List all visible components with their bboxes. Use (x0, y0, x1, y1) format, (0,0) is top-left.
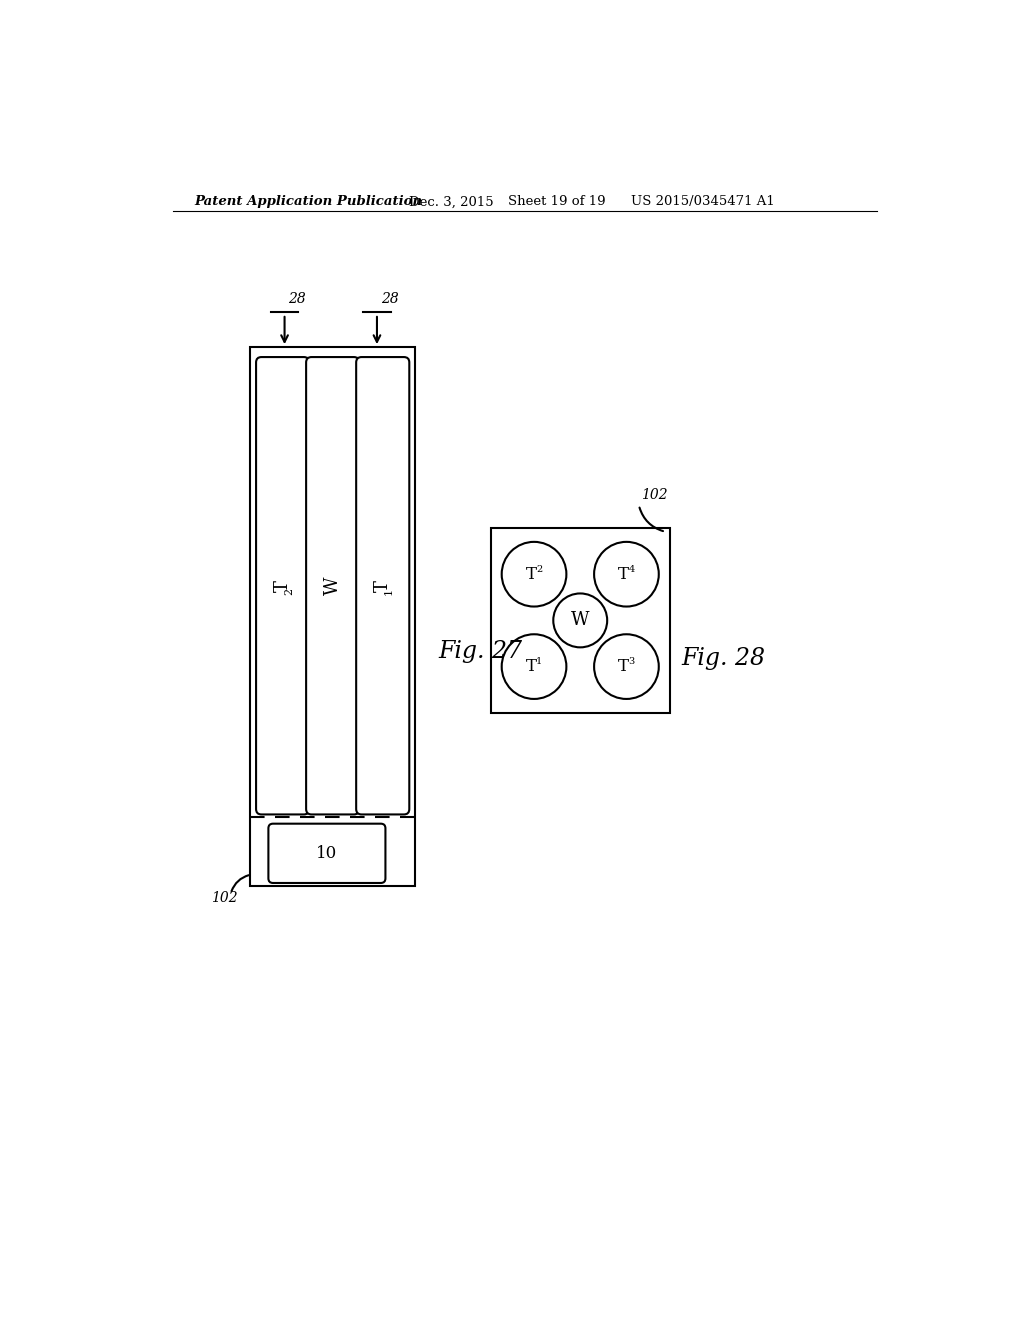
Text: US 2015/0345471 A1: US 2015/0345471 A1 (631, 195, 775, 209)
Text: 10: 10 (316, 845, 338, 862)
Text: 28: 28 (381, 292, 398, 305)
Text: 102: 102 (641, 488, 668, 502)
Text: 1: 1 (384, 589, 394, 595)
FancyBboxPatch shape (356, 358, 410, 814)
Text: T: T (525, 566, 537, 582)
Circle shape (553, 594, 607, 647)
Text: Patent Application Publication: Patent Application Publication (195, 195, 423, 209)
Circle shape (502, 635, 566, 700)
Text: 102: 102 (211, 891, 238, 904)
Text: 2: 2 (537, 565, 543, 574)
Polygon shape (250, 347, 416, 886)
Text: Dec. 3, 2015: Dec. 3, 2015 (410, 195, 494, 209)
Polygon shape (490, 528, 670, 713)
Text: W: W (324, 577, 342, 595)
Text: T: T (525, 659, 537, 675)
Text: 4: 4 (629, 565, 635, 574)
Text: T: T (617, 566, 629, 582)
Text: Fig. 28: Fig. 28 (681, 647, 765, 671)
Text: T: T (617, 659, 629, 675)
Text: 2: 2 (284, 589, 294, 595)
Text: Sheet 19 of 19: Sheet 19 of 19 (508, 195, 605, 209)
Text: W: W (571, 611, 590, 630)
Text: T: T (273, 579, 292, 591)
Text: 28: 28 (289, 292, 306, 305)
FancyBboxPatch shape (256, 358, 309, 814)
Circle shape (502, 541, 566, 607)
Circle shape (594, 635, 658, 700)
Text: 3: 3 (629, 657, 635, 667)
FancyBboxPatch shape (306, 358, 359, 814)
FancyBboxPatch shape (268, 824, 385, 883)
Text: 1: 1 (537, 657, 543, 667)
Text: T: T (374, 579, 392, 591)
Text: Fig. 27: Fig. 27 (438, 640, 522, 663)
Circle shape (594, 541, 658, 607)
